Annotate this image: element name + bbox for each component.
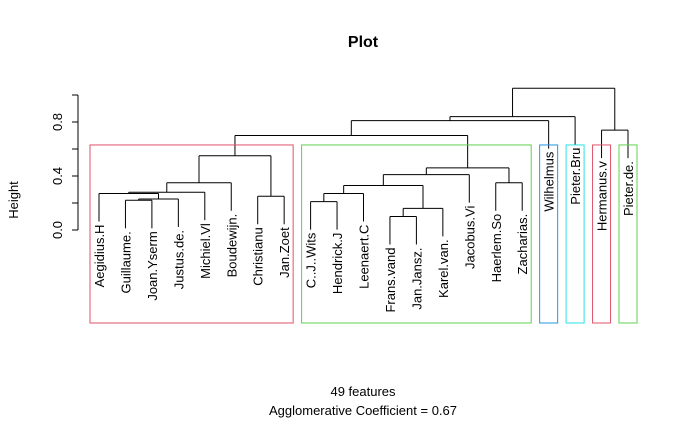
- leaf-label: Jacobus.Vi: [462, 206, 477, 269]
- leaf-label: Hermanus.v: [595, 161, 610, 232]
- leaf-label: Guillaume.: [118, 231, 133, 293]
- leaf-label: C..J..Wits: [304, 232, 319, 288]
- leaf-label: Zacharias.: [515, 214, 530, 275]
- y-tick-label: 0.0: [50, 221, 65, 239]
- leaf-label: Leenaert.C: [357, 225, 372, 289]
- leaf-label: Pieter.Bru: [568, 148, 583, 205]
- x-axis-label: 49 features: [330, 384, 396, 399]
- leaf-label: Hendrick.J: [330, 233, 345, 294]
- cluster-box: [89, 144, 294, 324]
- leaf-label: Wilhelmus: [542, 151, 557, 211]
- cluster-box: [301, 144, 532, 324]
- leaf-label: Haerlem.So: [489, 214, 504, 283]
- y-axis-label: Height: [6, 181, 21, 219]
- cluster-box: [565, 144, 585, 324]
- leaf-label: Karel.van.: [436, 239, 451, 298]
- cluster-box: [539, 144, 559, 324]
- y-tick-label: 0.4: [50, 167, 65, 185]
- leaf-label: Frans.vand: [383, 248, 398, 313]
- leaf-label: Boudewijn.: [224, 214, 239, 278]
- x-axis-label: Agglomerative Coefficient = 0.67: [269, 403, 457, 418]
- leaf-label: Joan.Yserm: [145, 231, 160, 300]
- cluster-box: [592, 144, 612, 324]
- leaf-label: Aegidius.H: [92, 225, 107, 288]
- leaf-label: Justus.de.: [171, 230, 186, 289]
- leaf-label: Jan.Jansz.: [409, 248, 424, 310]
- chart-title: Plot: [348, 34, 379, 51]
- leaf-label: Jan.Zoet: [277, 227, 292, 278]
- leaf-label: Pieter.de.: [621, 161, 636, 216]
- leaf-label: Michiel.Vl: [198, 223, 213, 279]
- y-tick-label: 0.8: [50, 113, 65, 131]
- cluster-box: [618, 144, 638, 324]
- leaf-label: Christianu: [251, 227, 266, 286]
